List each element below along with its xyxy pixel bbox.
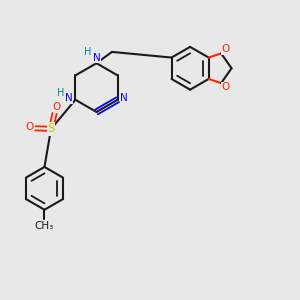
- Text: H: H: [57, 88, 64, 98]
- Text: O: O: [222, 44, 230, 54]
- Text: CH₃: CH₃: [35, 221, 54, 231]
- Text: O: O: [25, 122, 33, 132]
- Text: O: O: [222, 82, 230, 92]
- Text: O: O: [52, 102, 60, 112]
- Text: S: S: [47, 122, 55, 135]
- Text: N: N: [93, 53, 101, 63]
- Text: N: N: [120, 93, 128, 103]
- Text: H: H: [85, 47, 92, 57]
- Text: N: N: [65, 93, 73, 103]
